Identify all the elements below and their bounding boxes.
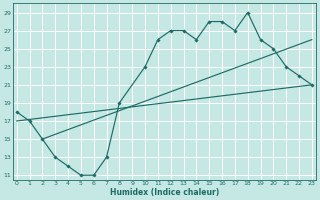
X-axis label: Humidex (Indice chaleur): Humidex (Indice chaleur) <box>110 188 219 197</box>
